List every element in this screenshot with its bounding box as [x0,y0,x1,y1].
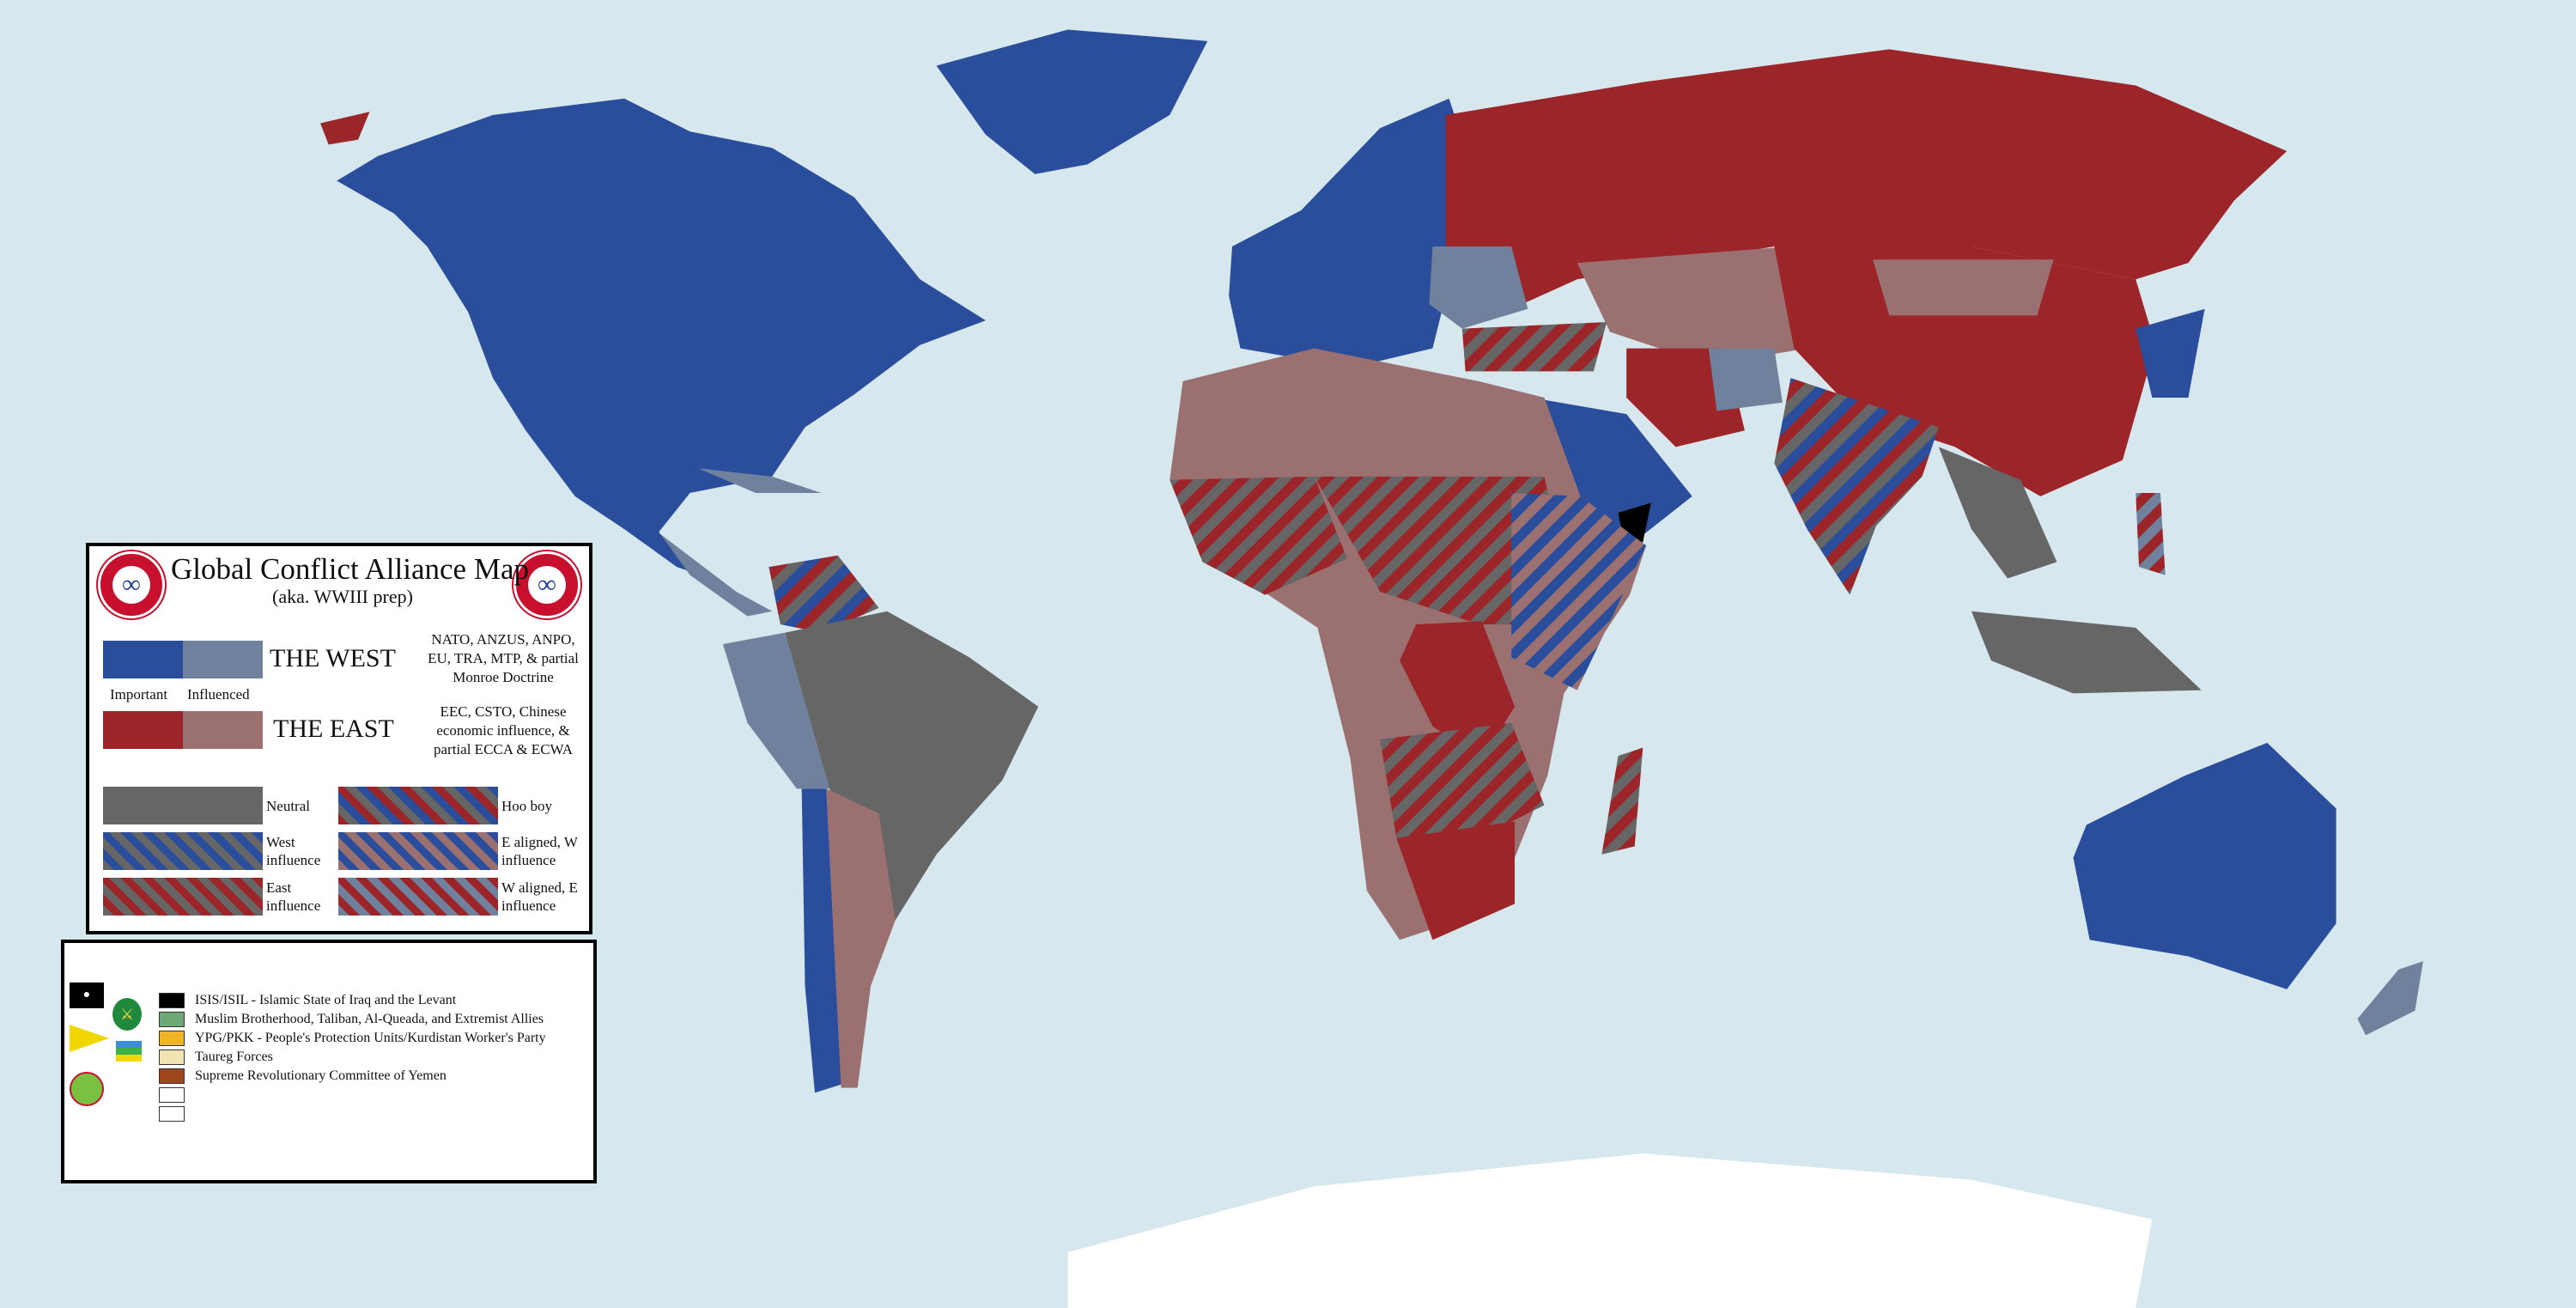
region-new-zealand [2357,961,2424,1036]
faction-label: Muslim Brotherhood, Taliban, Al-Queada, … [195,1012,544,1026]
west-important-swatch [103,641,183,678]
region-alaska-tip [320,112,370,145]
east-description: EEC, CSTO, Chinese economic influence, &… [434,703,573,757]
pol-logo-right: ∞ [513,551,580,618]
faction-row [159,1086,195,1104]
region-philippines [2136,492,2166,575]
faction-swatch [159,1106,185,1122]
e-aligned-w-influence-swatch [338,832,498,870]
east-influenced-swatch [183,711,263,749]
ypg-flag-icon [70,1025,109,1052]
region-mongolia [1873,259,2054,316]
legend-title: Global Conflict Alliance Map [171,552,529,586]
faction-label: Supreme Revolutionary Committee of Yemen [195,1068,447,1083]
region-australia [2073,742,2336,989]
neutral-swatch [103,787,263,824]
factions-legend: ● ⚔ ISIS/ISIL - Islamic State of Iraq an… [61,940,597,1183]
east-label: THE EAST [273,715,394,743]
region-central-asia [1577,246,1807,365]
faction-row [159,1104,195,1123]
e-aligned-w-influence-label: E aligned, W influence [501,834,578,868]
faction-swatch [159,1068,185,1084]
region-central-america [660,533,773,617]
region-east-africa [1511,492,1647,691]
region-turkey [1461,322,1607,372]
faction-label: YPG/PKK - People's Protection Units/Kurd… [195,1031,546,1045]
region-antarctica [1067,1153,2153,1308]
east-influence-swatch [103,878,263,916]
west-label: THE WEST [270,644,396,672]
region-china [1774,246,2156,496]
faction-label: ISIS/ISIL - Islamic State of Iraq and th… [195,993,457,1007]
faction-row: ISIS/ISIL - Islamic State of Iraq and th… [159,991,456,1010]
muslim-brotherhood-emblem-icon: ⚔ [112,998,142,1031]
region-europe [1229,98,1482,365]
faction-swatch [159,993,185,1008]
influenced-label: Influenced [187,686,250,703]
west-influenced-swatch [183,641,263,678]
faction-swatch [159,1087,185,1103]
region-afghanistan [1708,348,1783,411]
isis-flag-icon: ● [70,983,104,1008]
west-description: NATO, ANZUS, ANPO, EU, TRA, MTP, & parti… [428,631,579,685]
important-label: Important [110,686,168,703]
faction-row: Muslim Brotherhood, Taliban, Al-Queada, … [159,1010,544,1029]
faction-swatch [159,1031,185,1046]
region-eastern-europe [1429,246,1528,329]
region-caribbean [698,468,822,493]
hoo-boy-swatch [338,787,498,824]
region-congo [1400,621,1516,759]
hoo-boy-label: Hoo boy [501,798,553,814]
region-north-america [337,98,986,534]
faction-row: Taureg Forces [159,1048,273,1067]
region-greenland [936,29,1208,174]
region-india [1774,378,1939,595]
region-andes [722,632,830,789]
pol-logo-left: ∞ [98,551,165,618]
w-aligned-e-influence-swatch [338,878,498,916]
yemen-committee-emblem-icon [70,1072,104,1106]
infinity-icon: ∞ [528,566,566,604]
region-madagascar [1601,747,1643,855]
region-argentina [826,788,896,1088]
faction-label: Taureg Forces [195,1049,273,1064]
region-south-africa [1396,821,1516,940]
faction-swatch [159,1049,185,1065]
east-influence-label: East influence [266,879,321,914]
region-chile [801,788,841,1093]
region-japan [2136,308,2205,398]
east-important-swatch [103,711,183,749]
legend-subtitle: (aka. WWIII prep) [272,586,413,607]
region-mexico [526,430,710,579]
alliance-legend: ∞ ∞ Global Conflict Alliance Map (aka. W… [86,543,592,934]
w-aligned-e-influence-label: W aligned, E influence [501,879,578,914]
faction-row: Supreme Revolutionary Committee of Yemen [159,1067,447,1086]
region-se-asia [1938,447,2057,579]
west-influence-swatch [103,832,263,870]
faction-swatch [159,1012,185,1027]
amazigh-flag-icon [116,1041,142,1062]
region-indonesia [1971,611,2202,694]
faction-row: YPG/PKK - People's Protection Units/Kurd… [159,1029,546,1048]
infinity-icon: ∞ [112,566,150,604]
region-northern-south-america [769,555,879,633]
region-west-africa [1170,476,1347,595]
neutral-label: Neutral [266,798,310,814]
region-russia [1445,49,2287,309]
region-southern-africa [1380,722,1545,838]
west-influence-label: West influence [266,834,321,868]
